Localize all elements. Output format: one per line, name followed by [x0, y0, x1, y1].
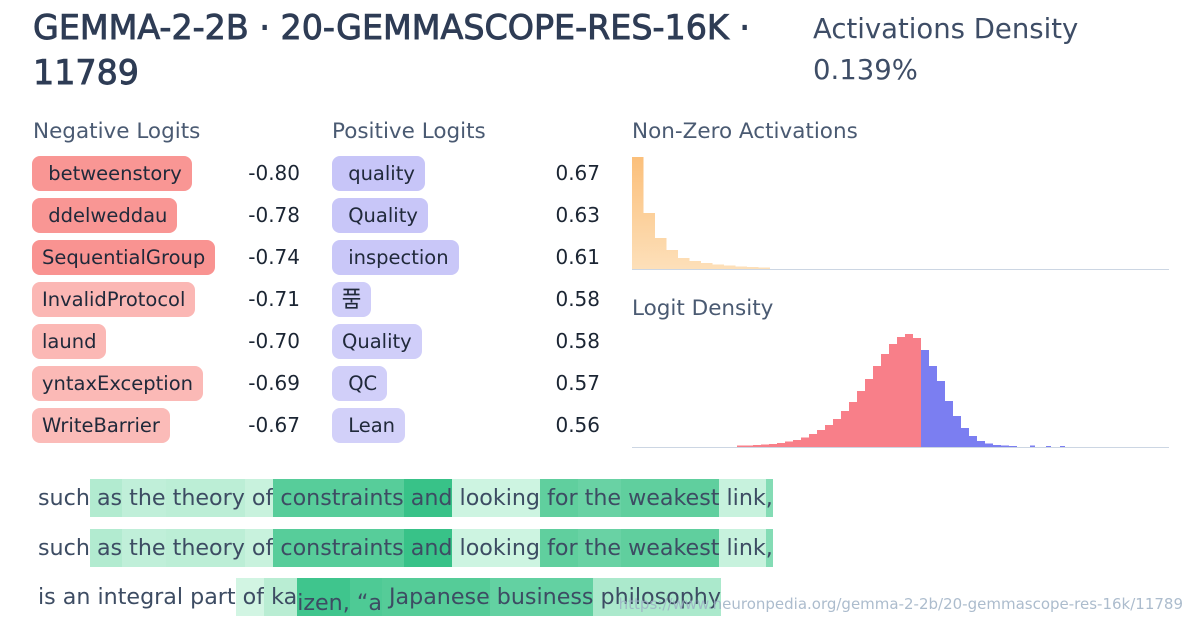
snippet-token[interactable]: of: [244, 528, 274, 567]
snippet-token[interactable]: the: [577, 479, 622, 517]
snippet-token[interactable]: theory: [165, 479, 245, 517]
positive-logit-token[interactable]: Quality: [332, 197, 428, 233]
positive-logit-value: 0.63: [555, 203, 600, 227]
activation-density-value: 0.139%: [813, 54, 918, 86]
snippet-token[interactable]: looking: [452, 528, 541, 567]
logit-density-label: Logit Density: [632, 296, 774, 321]
positive-logits-list: quality 0.67 Quality 0.63 inspection 0.61 0.…: [332, 155, 600, 449]
snippet-token[interactable]: theory: [165, 528, 245, 567]
snippet-token[interactable]: izen,: [297, 577, 350, 616]
snippet-token[interactable]: constraints: [273, 528, 404, 567]
negative-logits-list: betweenstory -0.80 ddelweddau -0.78 Sequent…: [32, 155, 300, 449]
snippet-token[interactable]: business: [489, 577, 594, 616]
positive-logit-row: Lean 0.56: [332, 407, 600, 443]
positive-logit-token[interactable]: Lean: [332, 407, 406, 443]
activation-density-label: Activations Density: [813, 13, 1079, 45]
nonzero-activations-histogram: [632, 157, 1169, 270]
snippet-token[interactable]: the: [122, 479, 166, 517]
negative-logit-row: yntaxException -0.69: [32, 365, 300, 401]
nonzero-activations-label: Non-Zero Activations: [632, 119, 858, 144]
negative-logit-token[interactable]: laund: [32, 323, 107, 359]
snippet-token[interactable]: Japanese: [381, 577, 490, 616]
snippet-token[interactable]: weakest: [621, 479, 720, 517]
snippet-token[interactable]: link: [719, 479, 766, 517]
snippet-token[interactable]: part: [183, 583, 236, 610]
positive-logit-token[interactable]: [332, 281, 371, 317]
positive-logit-row: 0.58: [332, 281, 600, 317]
snippet-token[interactable]: such: [38, 534, 90, 561]
positive-logit-row: quality 0.67: [332, 155, 600, 191]
positive-logit-token[interactable]: QC: [332, 365, 388, 401]
positive-logit-token[interactable]: Quality: [332, 323, 422, 359]
snippet-token[interactable]: ,: [765, 479, 773, 517]
snippet-token[interactable]: weakest: [621, 528, 720, 567]
negative-logit-value: -0.69: [248, 371, 300, 395]
negative-logit-row: InvalidProtocol -0.71: [32, 281, 300, 317]
activation-snippet: such as the theory of constraints and lo…: [38, 479, 773, 517]
snippet-token[interactable]: and: [403, 479, 453, 517]
negative-logit-token[interactable]: WriteBarrier: [32, 407, 170, 443]
negative-logit-value: -0.74: [248, 245, 300, 269]
positive-logit-row: Quality 0.63: [332, 197, 600, 233]
positive-logit-value: 0.57: [555, 371, 600, 395]
positive-logit-row: QC 0.57: [332, 365, 600, 401]
negative-logit-value: -0.80: [248, 161, 300, 185]
activation-snippet: is an integral part of kaizen, “a Japane…: [38, 577, 721, 616]
positive-logit-value: 0.58: [555, 287, 600, 311]
negative-logit-row: WriteBarrier -0.67: [32, 407, 300, 443]
snippet-token[interactable]: ka: [264, 577, 298, 616]
negative-logit-token[interactable]: InvalidProtocol: [32, 281, 196, 317]
snippet-token[interactable]: the: [122, 528, 166, 567]
watermark-url: https://www.neuronpedia.org/gemma-2-2b/2…: [618, 595, 1183, 613]
negative-logit-row: betweenstory -0.80: [32, 155, 300, 191]
snippet-token[interactable]: of: [235, 577, 265, 616]
snippet-token[interactable]: integral: [90, 583, 184, 610]
snippet-token[interactable]: philosophy: [593, 577, 721, 616]
positive-logit-token[interactable]: quality: [332, 155, 425, 191]
negative-logit-token[interactable]: SequentialGroup: [32, 239, 216, 275]
snippet-token[interactable]: and: [403, 528, 453, 567]
page-title: GEMMA-2-2B · 20-GEMMASCOPE-RES-16K · 117…: [33, 8, 751, 94]
negative-logit-value: -0.70: [248, 329, 300, 353]
positive-logit-token[interactable]: inspection: [332, 239, 459, 275]
negative-logit-row: SequentialGroup -0.74: [32, 239, 300, 275]
positive-logit-row: Quality 0.58: [332, 323, 600, 359]
snippet-token[interactable]: such: [38, 485, 90, 511]
snippet-token[interactable]: for: [540, 528, 578, 567]
snippet-token[interactable]: as: [89, 528, 123, 567]
negative-logit-token[interactable]: ddelweddau: [32, 197, 178, 233]
negative-logit-token[interactable]: yntaxException: [32, 365, 204, 401]
snippet-token[interactable]: an: [55, 583, 91, 610]
snippet-token[interactable]: ,: [765, 528, 773, 567]
logit-density-histogram: [632, 334, 1169, 448]
snippet-token[interactable]: the: [577, 528, 622, 567]
negative-logits-label: Negative Logits: [33, 119, 201, 144]
snippet-token[interactable]: is: [38, 583, 56, 610]
snippet-token[interactable]: link: [719, 528, 766, 567]
activation-snippet: such as the theory of constraints and lo…: [38, 528, 773, 567]
negative-logit-token[interactable]: betweenstory: [32, 155, 192, 191]
positive-logit-row: inspection 0.61: [332, 239, 600, 275]
negative-logit-row: ddelweddau -0.78: [32, 197, 300, 233]
snippet-token[interactable]: for: [540, 479, 578, 517]
negative-logit-value: -0.71: [248, 287, 300, 311]
positive-logit-value: 0.58: [555, 329, 600, 353]
negative-logit-row: laund -0.70: [32, 323, 300, 359]
snippet-token[interactable]: as: [89, 479, 123, 517]
activation-density: Activations Density 0.139%: [813, 9, 1078, 91]
positive-logits-label: Positive Logits: [332, 119, 486, 144]
snippet-token[interactable]: “a: [349, 577, 382, 616]
snippet-token[interactable]: looking: [452, 479, 541, 517]
negative-logit-value: -0.67: [248, 413, 300, 437]
hangul-pum-glyph: [342, 288, 361, 309]
positive-logit-value: 0.61: [555, 245, 600, 269]
snippet-token[interactable]: of: [244, 479, 274, 517]
positive-logit-value: 0.67: [555, 161, 600, 185]
negative-logit-value: -0.78: [248, 203, 300, 227]
positive-logit-value: 0.56: [555, 413, 600, 437]
snippet-token[interactable]: constraints: [273, 479, 404, 517]
